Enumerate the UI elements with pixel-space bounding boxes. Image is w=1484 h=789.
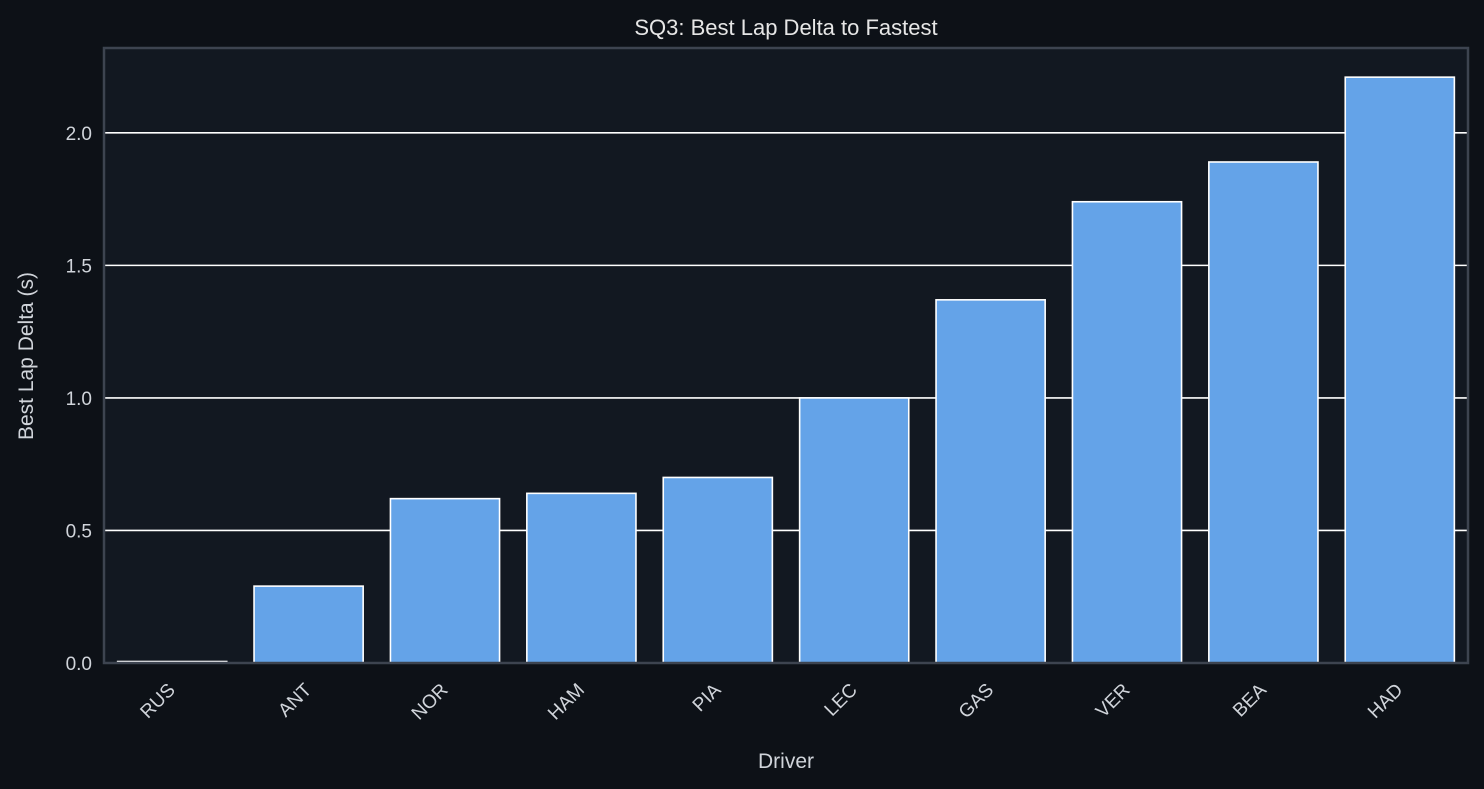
y-tick-label: 1.5 — [66, 256, 92, 277]
bar-ver — [1071, 200, 1183, 664]
bar-pia — [662, 476, 774, 664]
bar-ham — [526, 492, 637, 664]
chart-title: SQ3: Best Lap Delta to Fastest — [634, 15, 937, 40]
y-axis-label: Best Lap Delta (s) — [15, 272, 38, 440]
bar-had — [1344, 76, 1456, 664]
y-tick-label: 2.0 — [66, 124, 92, 145]
x-axis-label: Driver — [758, 750, 814, 773]
plot-frame — [102, 46, 1470, 665]
y-tick-label: 0.5 — [66, 521, 92, 542]
bar-bea — [1208, 161, 1319, 664]
bar-gas — [935, 299, 1046, 664]
bars — [116, 76, 1456, 664]
y-tick-label: 1.0 — [66, 389, 92, 410]
y-tick-label: 0.0 — [66, 654, 92, 675]
bar-ant — [253, 585, 364, 664]
bar-nor — [389, 497, 501, 664]
bar-lec — [798, 397, 910, 664]
y-axis-ticks: 0.0 0.5 1.0 1.5 2.0 — [66, 124, 92, 675]
